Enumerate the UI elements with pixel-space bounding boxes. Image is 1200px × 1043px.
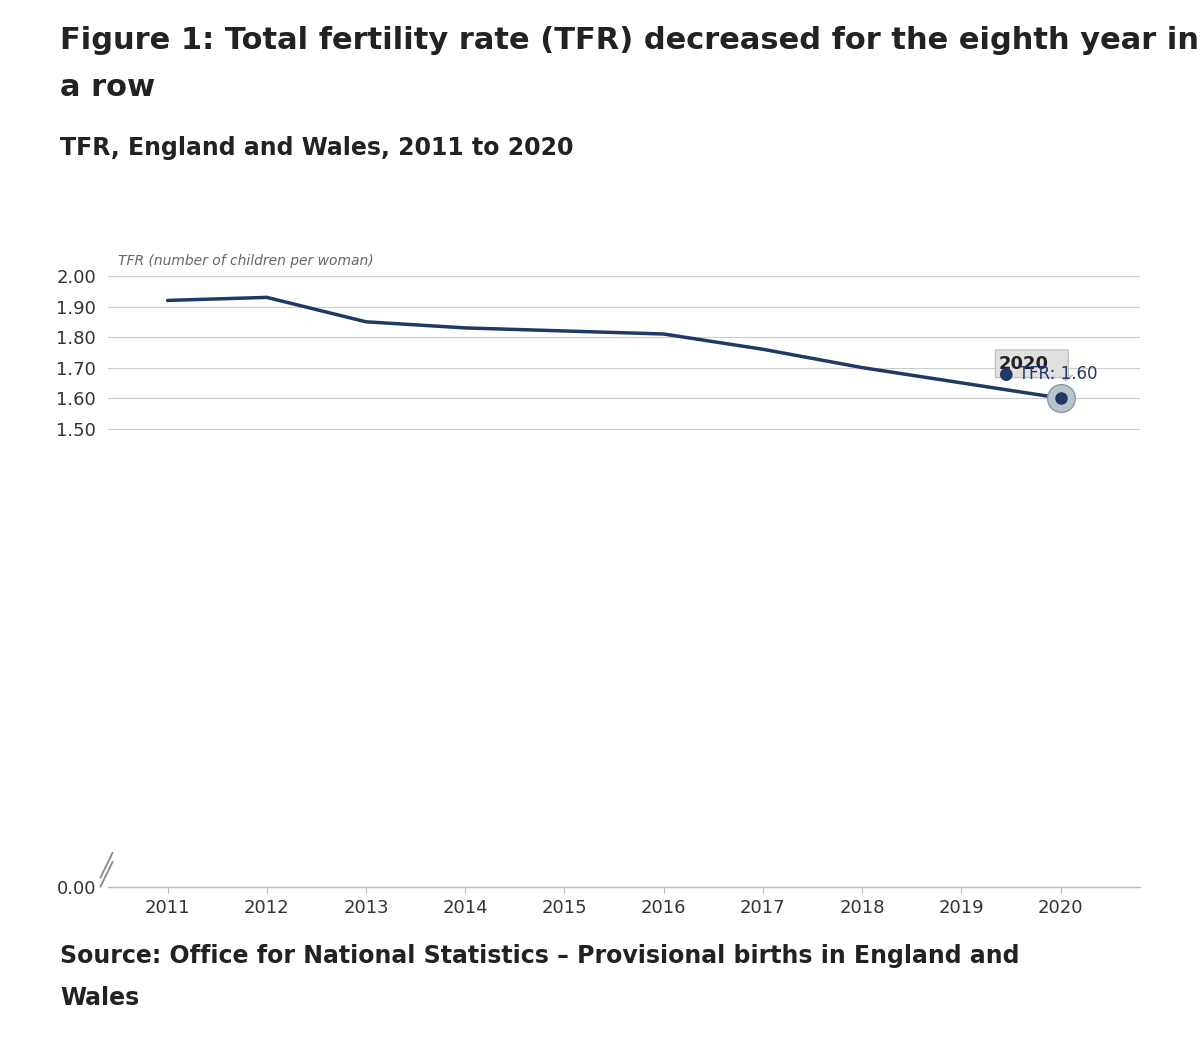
Text: Figure 1: Total fertility rate (TFR) decreased for the eighth year in: Figure 1: Total fertility rate (TFR) dec… bbox=[60, 26, 1199, 55]
Text: ● TFR: 1.60: ● TFR: 1.60 bbox=[998, 365, 1097, 383]
FancyBboxPatch shape bbox=[995, 349, 1068, 378]
Text: Source: Office for National Statistics – Provisional births in England and: Source: Office for National Statistics –… bbox=[60, 944, 1020, 968]
Text: a row: a row bbox=[60, 73, 155, 102]
Text: TFR, England and Wales, 2011 to 2020: TFR, England and Wales, 2011 to 2020 bbox=[60, 136, 574, 160]
Text: 2020: 2020 bbox=[998, 356, 1049, 373]
Polygon shape bbox=[1058, 375, 1073, 381]
Text: Wales: Wales bbox=[60, 986, 139, 1010]
Text: TFR (number of children per woman): TFR (number of children per woman) bbox=[118, 254, 373, 268]
